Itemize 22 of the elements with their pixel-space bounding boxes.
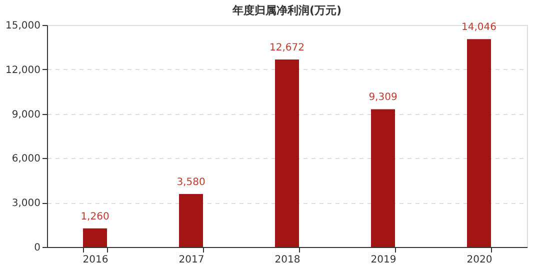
data-label: 1,260: [80, 211, 110, 222]
x-tick-label: 2017: [178, 254, 204, 266]
data-label: 3,580: [176, 177, 206, 188]
y-tick-label: 9,000: [12, 109, 40, 120]
data-label: 14,046: [462, 22, 496, 34]
x-tick-label: 2019: [370, 254, 396, 266]
chart-title: 年度归属净利润(万元): [231, 4, 342, 17]
y-tick-label: 6,000: [12, 154, 40, 165]
bar: [179, 194, 203, 247]
x-tick-label: 2016: [82, 254, 108, 266]
bar: [83, 228, 107, 247]
data-label: 12,672: [270, 42, 304, 54]
y-tick-label: 15,000: [6, 20, 40, 32]
x-tick-label: 2018: [274, 254, 300, 266]
y-tick-label: 12,000: [6, 64, 40, 76]
y-tick-label: 0: [34, 242, 40, 254]
bar: [275, 59, 299, 247]
bar: [467, 39, 491, 247]
bar: [371, 109, 395, 247]
x-tick-label: 2020: [466, 254, 492, 266]
data-label: 9,309: [368, 92, 398, 104]
y-tick-label: 3,000: [12, 198, 40, 210]
